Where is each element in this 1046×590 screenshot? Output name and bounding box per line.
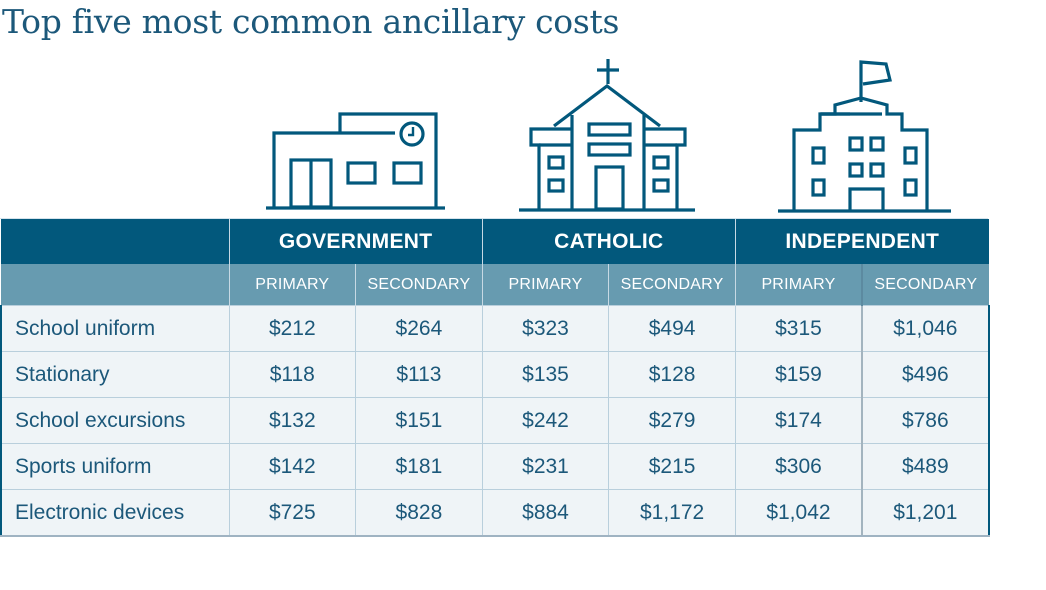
cost-cell: $884: [481, 489, 609, 537]
cost-cell: $1,172: [608, 489, 736, 537]
subheader-catholic-primary: PRIMARY: [481, 264, 609, 306]
table-top-divider: [0, 218, 988, 219]
cost-cell: $174: [734, 397, 862, 444]
cost-cell: $151: [355, 397, 483, 444]
table-row: Electronic devices $725 $828 $884 $1,172…: [0, 489, 990, 537]
subheader-government-secondary: SECONDARY: [355, 264, 483, 306]
cost-cell: $1,201: [861, 489, 990, 537]
cost-cell: $242: [481, 397, 609, 444]
cost-cell: $496: [861, 351, 990, 398]
cost-cell: $315: [734, 305, 862, 352]
group-header-row: GOVERNMENT CATHOLIC INDEPENDENT: [1, 219, 989, 264]
subheader-government-primary: PRIMARY: [228, 264, 356, 306]
subheader-catholic-secondary: SECONDARY: [608, 264, 736, 306]
row-label: School excursions: [0, 397, 229, 444]
table-row: Sports uniform $142 $181 $231 $215 $306 …: [0, 443, 990, 490]
cost-cell: $1,046: [861, 305, 990, 352]
subheader-independent-primary: PRIMARY: [734, 264, 862, 306]
cost-cell: $135: [481, 351, 609, 398]
group-header-government: GOVERNMENT: [228, 219, 483, 264]
subheader-independent-secondary: SECONDARY: [861, 264, 989, 306]
row-label: Sports uniform: [0, 443, 229, 490]
independent-school-icon: [768, 58, 958, 213]
cost-cell: $128: [608, 351, 736, 398]
cost-cell: $231: [481, 443, 609, 490]
subheader-row: PRIMARY SECONDARY PRIMARY SECONDARY PRIM…: [1, 264, 989, 306]
table-row: School excursions $132 $151 $242 $279 $1…: [0, 397, 990, 444]
cost-cell: $489: [861, 443, 990, 490]
cost-cell: $1,042: [734, 489, 862, 537]
row-label: Stationary: [0, 351, 229, 398]
page-title: Top five most common ancillary costs: [2, 2, 620, 41]
group-header-independent: INDEPENDENT: [734, 219, 989, 264]
cost-cell: $725: [228, 489, 356, 537]
group-header-catholic: CATHOLIC: [481, 219, 736, 264]
cost-cell: $142: [228, 443, 356, 490]
cost-cell: $113: [355, 351, 483, 398]
cost-cell: $279: [608, 397, 736, 444]
cost-cell: $159: [734, 351, 862, 398]
row-label: Electronic devices: [0, 489, 229, 537]
ancillary-costs-table: GOVERNMENT CATHOLIC INDEPENDENT PRIMARY …: [0, 219, 990, 537]
cost-cell: $215: [608, 443, 736, 490]
subheader-blank-cell: [1, 264, 229, 306]
table-row: Stationary $118 $113 $135 $128 $159 $496: [0, 351, 990, 398]
row-label: School uniform: [0, 305, 229, 352]
cost-cell: $494: [608, 305, 736, 352]
cost-cell: $786: [861, 397, 990, 444]
cost-cell: $212: [228, 305, 356, 352]
cost-cell: $323: [481, 305, 609, 352]
header-blank-cell: [1, 219, 229, 264]
cost-cell: $264: [355, 305, 483, 352]
table-row: School uniform $212 $264 $323 $494 $315 …: [0, 305, 990, 352]
cost-cell: $132: [228, 397, 356, 444]
cost-cell: $181: [355, 443, 483, 490]
catholic-church-school-icon: [515, 57, 695, 212]
cost-cell: $828: [355, 489, 483, 537]
cost-cell: $118: [228, 351, 356, 398]
cost-cell: $306: [734, 443, 862, 490]
government-school-icon: [263, 110, 447, 212]
